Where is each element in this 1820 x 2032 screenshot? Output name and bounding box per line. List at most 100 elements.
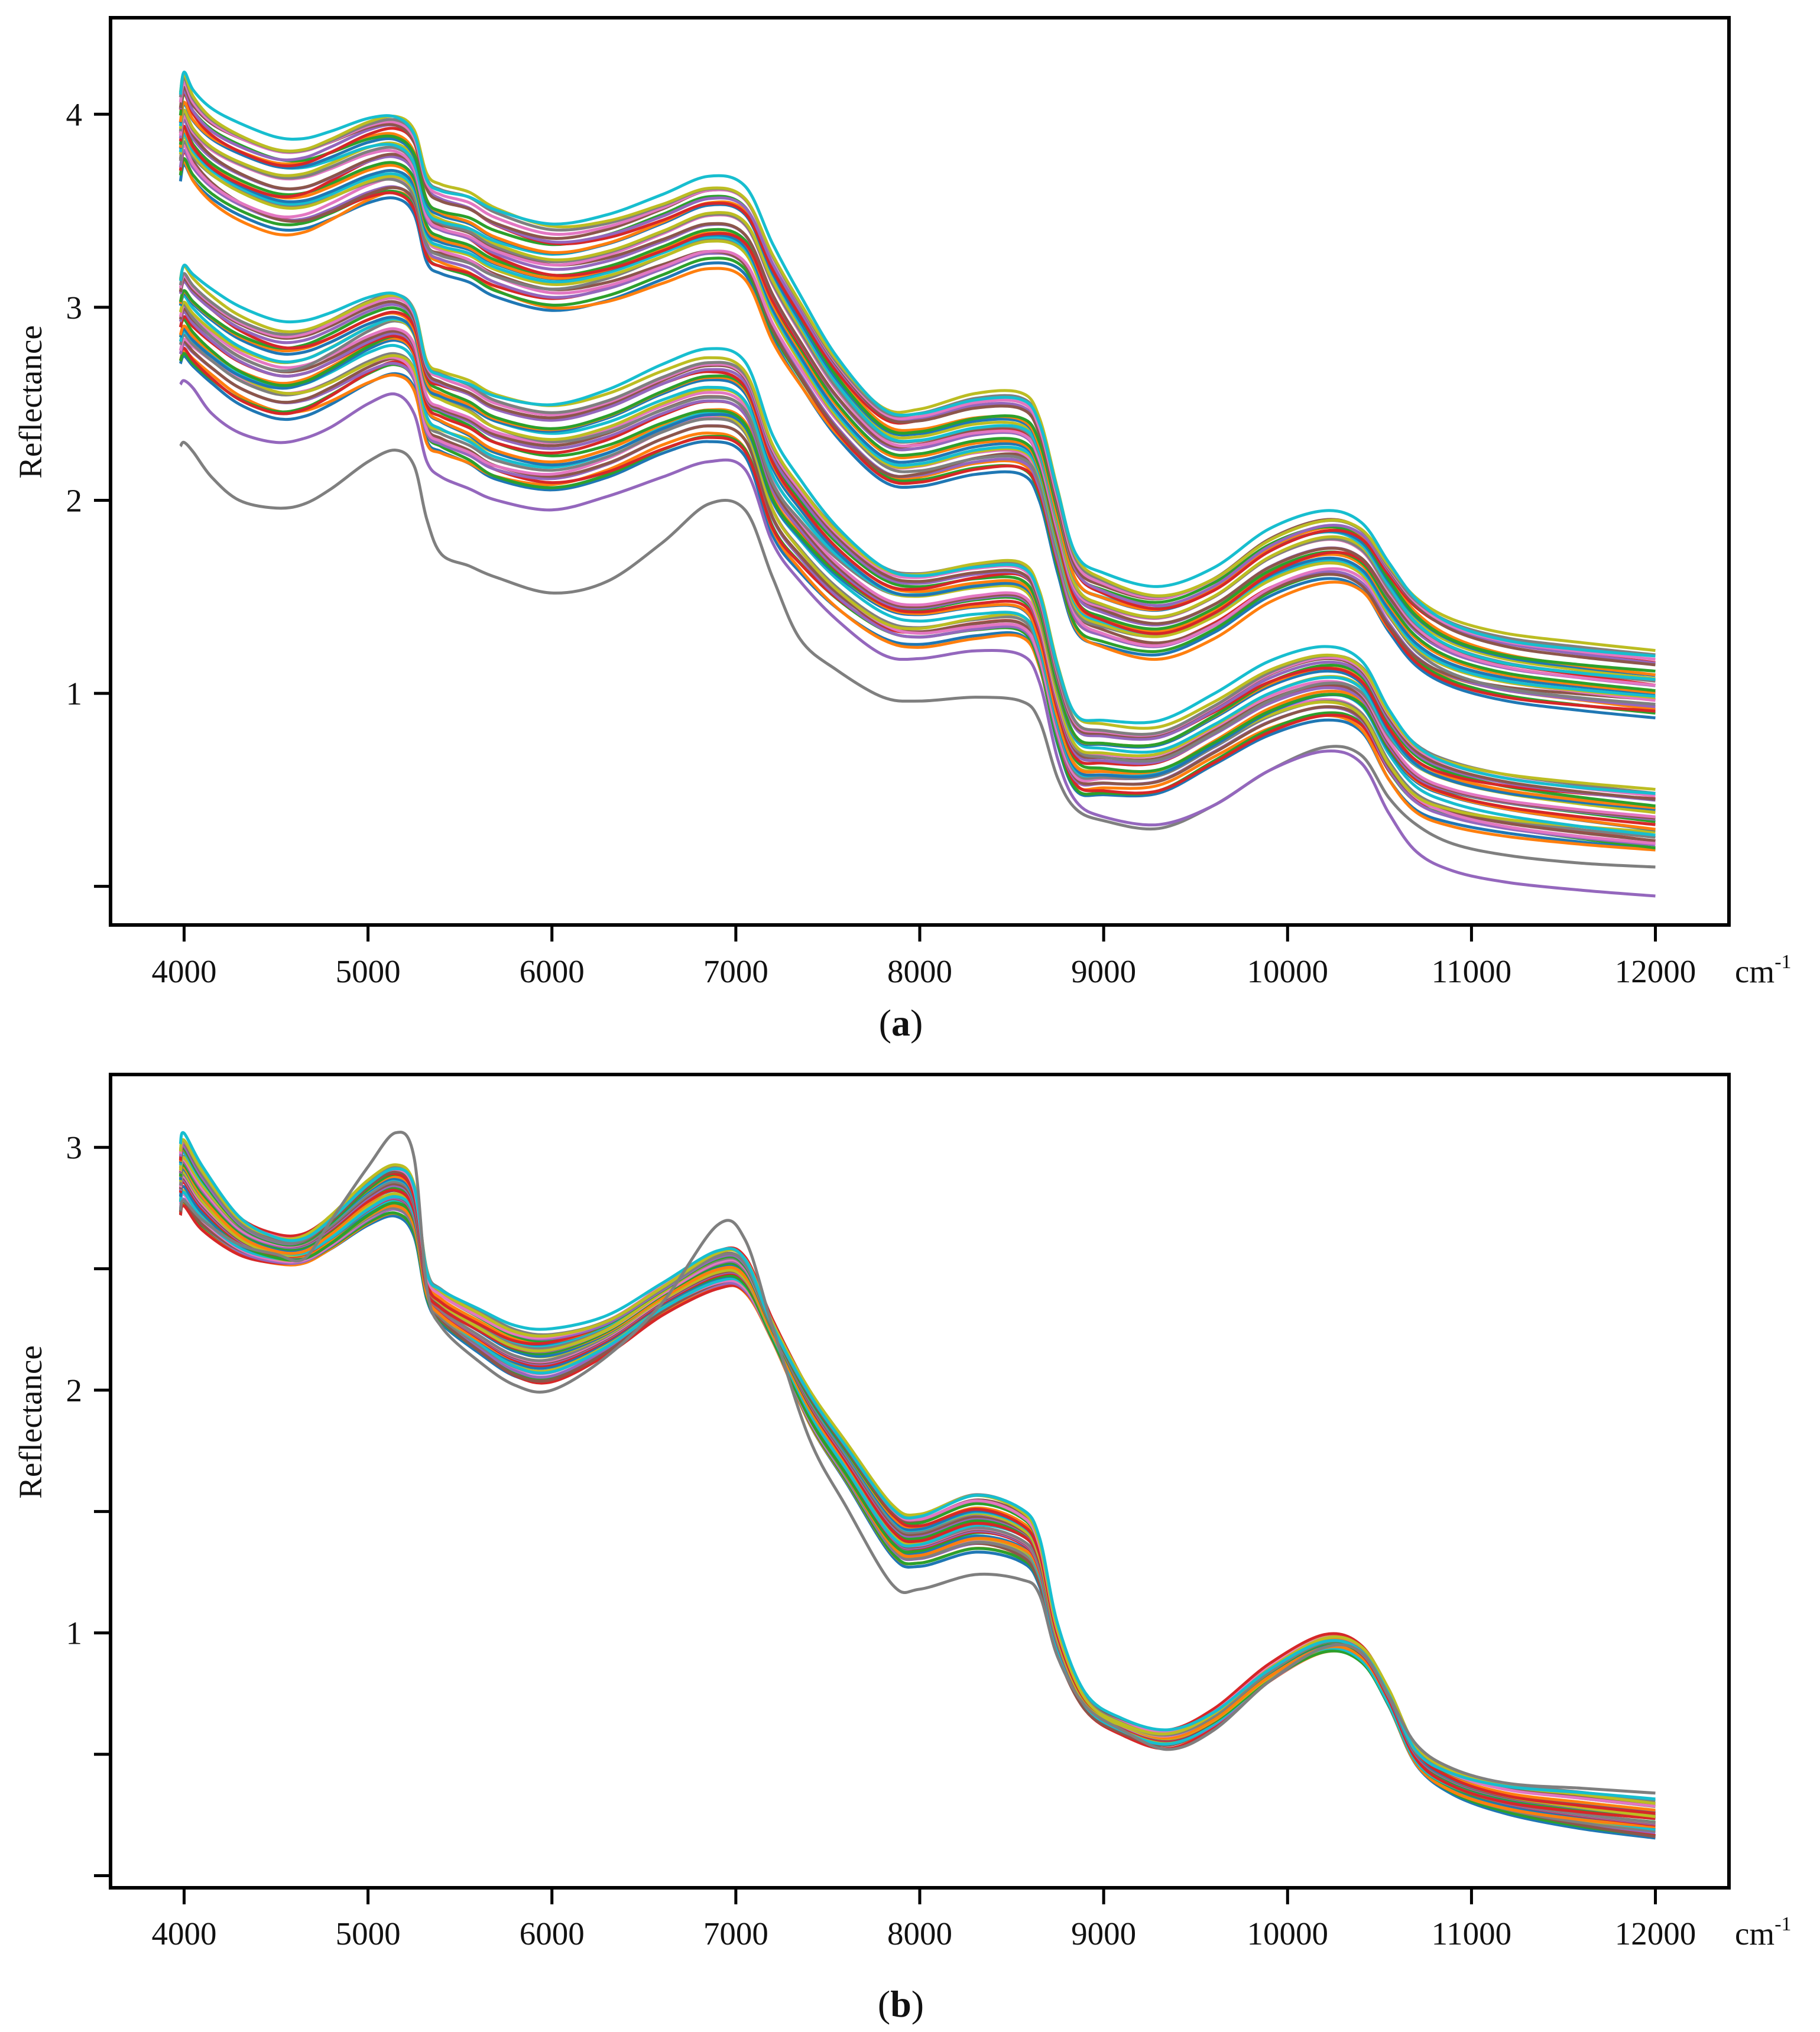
- spectrum-line: [179, 73, 1656, 653]
- x-tick-label: 5000: [336, 1916, 401, 1952]
- spectrum-line: [179, 1147, 1656, 1809]
- panel-a-curves: [179, 70, 1656, 898]
- y-tick-label: 3: [66, 1129, 83, 1166]
- spectrum-line: [179, 101, 1656, 677]
- spectrum-line: [179, 349, 1656, 852]
- spectrum-line: [179, 325, 1656, 834]
- spectrum-line: [179, 92, 1656, 673]
- spectrum-line: [179, 1179, 1656, 1824]
- spectrum-line: [179, 290, 1656, 810]
- spectrum-line: [179, 1192, 1656, 1832]
- panel-a-y-axis: 1 2 3 4: [66, 96, 111, 888]
- panel-a: 4000 5000 6000 7000 8000 9000 10000 11000 12000 …: [12, 16, 1792, 1044]
- spectrum-line: [179, 289, 1656, 808]
- spectrum-line: [179, 1158, 1656, 1820]
- spectrum-line: [179, 135, 1656, 699]
- spectrum-line: [179, 1164, 1656, 1819]
- x-tick-label: 7000: [703, 1916, 768, 1952]
- y-tick-label: 3: [66, 290, 83, 326]
- x-tick-label: 4000: [151, 953, 216, 989]
- spectrum-line: [179, 307, 1656, 820]
- spectrum-line: [179, 1167, 1656, 1820]
- spectrum-line: [179, 1131, 1656, 1801]
- x-tick-label: 5000: [336, 953, 401, 989]
- spectrum-line: [179, 280, 1656, 802]
- spectrum-line: [179, 1176, 1656, 1825]
- x-tick-label: 8000: [887, 1916, 952, 1952]
- spectrum-line: [179, 1163, 1656, 1819]
- spectrum-line: [179, 1144, 1656, 1807]
- y-tick-label: 4: [66, 96, 83, 132]
- spectrum-line: [179, 132, 1656, 698]
- panel-b: 4000 5000 6000 7000 8000 9000 10000 11000 12000 …: [12, 1073, 1792, 2025]
- panel-b-curves: [179, 1131, 1656, 1840]
- x-tick-label: 12000: [1615, 953, 1696, 989]
- x-tick-label: 11000: [1432, 953, 1511, 989]
- spectrum-line: [179, 141, 1656, 702]
- spectrum-line: [179, 70, 1656, 658]
- spectrum-line: [179, 1148, 1656, 1812]
- spectrum-line-purple-lowest-tail: [179, 379, 1656, 898]
- spectrum-line: [179, 1156, 1656, 1819]
- spectrum-line: [179, 1138, 1656, 1805]
- spectrum-line: [179, 114, 1656, 683]
- spectrum-line: [179, 300, 1656, 814]
- spectrum-line: [179, 303, 1656, 812]
- spectrum-line: [179, 315, 1656, 826]
- spectrum-line: [179, 129, 1656, 695]
- spectrum-line: [179, 274, 1656, 797]
- spectrum-line: [179, 1170, 1656, 1820]
- panel-a-y-axis-label: Reflectance: [12, 325, 48, 479]
- panel-b-y-axis: 1 2 3: [66, 1129, 111, 1877]
- spectrum-line: [179, 264, 1656, 791]
- spectrum-line: [179, 144, 1656, 702]
- x-tick-label: 9000: [1071, 953, 1136, 989]
- spectrum-line: [179, 1165, 1656, 1817]
- spectrum-line: [179, 310, 1656, 821]
- spectrum-line-gray-extreme: [179, 1131, 1656, 1795]
- spectrum-line: [179, 1140, 1656, 1808]
- spectrum-line: [179, 119, 1656, 687]
- panel-b-x-axis: 4000 5000 6000 7000 8000 9000 10000 11000 12000: [151, 1888, 1696, 1952]
- x-tick-label: 12000: [1615, 1916, 1696, 1952]
- spectrum-line: [179, 1138, 1656, 1803]
- x-tick-label: 10000: [1247, 1916, 1329, 1952]
- spectrum-line: [179, 278, 1656, 800]
- spectrum-line: [179, 1160, 1656, 1818]
- y-tick-label: 2: [66, 1372, 83, 1408]
- spectrum-line: [179, 1184, 1656, 1829]
- spectrum-line: [179, 1178, 1656, 1826]
- spectrum-line: [179, 346, 1656, 843]
- spectrum-line: [179, 272, 1656, 795]
- spectrum-line: [179, 89, 1656, 665]
- spectrum-line: [179, 264, 1656, 796]
- x-tick-label: 11000: [1432, 1916, 1511, 1952]
- spectrum-line: [179, 1145, 1656, 1815]
- x-tick-label: 6000: [520, 1916, 585, 1952]
- x-tick-label: 4000: [151, 1916, 216, 1952]
- spectrum-line: [179, 1180, 1656, 1827]
- spectrum-line: [179, 103, 1656, 681]
- spectrum-line: [179, 1140, 1656, 1805]
- spectrum-line: [179, 340, 1656, 842]
- y-tick-label: 1: [66, 1615, 83, 1651]
- panel-a-x-axis: 4000 5000 6000 7000 8000 9000 10000 11000 12000: [151, 925, 1696, 989]
- spectrum-line: [179, 1148, 1656, 1814]
- y-tick-label: 2: [66, 482, 83, 518]
- spectrum-line: [179, 1173, 1656, 1825]
- x-tick-label: 9000: [1071, 1916, 1136, 1952]
- spectrum-line-lowest-gray: [179, 440, 1656, 869]
- x-tick-label: 7000: [703, 953, 768, 989]
- x-tick-label: 10000: [1247, 953, 1329, 989]
- spectrum-line: [179, 128, 1656, 694]
- spectrum-line: [179, 1154, 1656, 1816]
- spectrum-line: [179, 111, 1656, 683]
- spectrum-line: [179, 1189, 1656, 1831]
- y-tick-label: 1: [66, 676, 83, 712]
- panel-a-x-unit: cm-1: [1735, 951, 1792, 989]
- spectrum-line: [179, 294, 1656, 809]
- spectrum-line: [179, 90, 1656, 664]
- panel-b-y-axis-label: Reflectance: [12, 1345, 48, 1499]
- spectrum-line: [179, 304, 1656, 819]
